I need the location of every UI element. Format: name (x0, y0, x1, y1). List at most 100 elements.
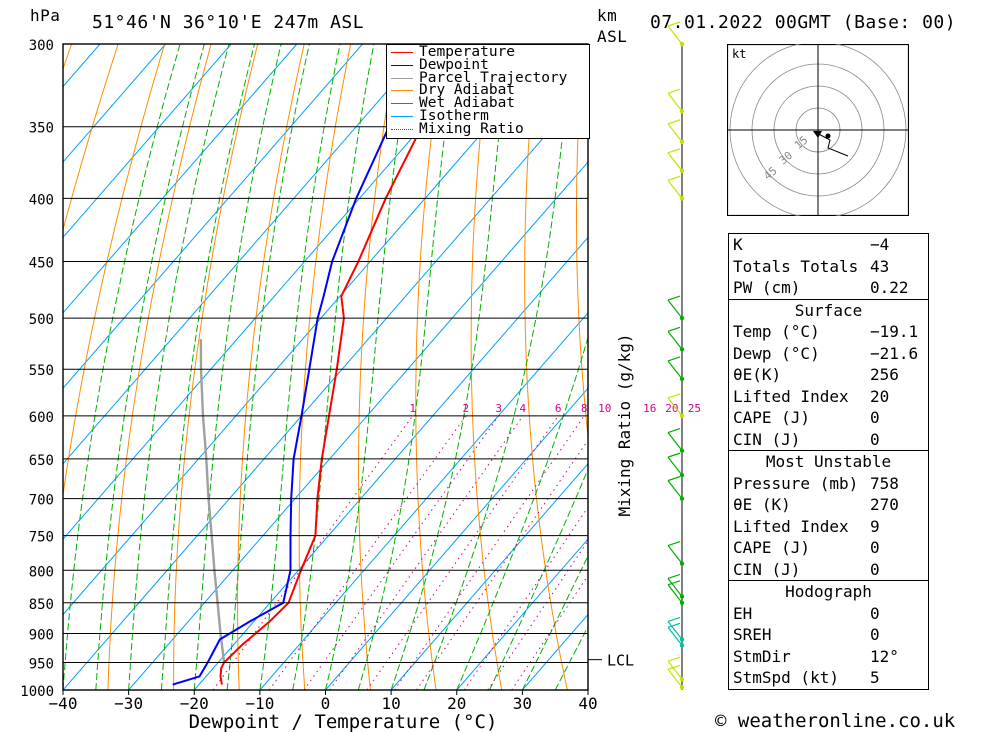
wind-barb-flag (667, 656, 681, 662)
isotherm-line (63, 44, 167, 163)
wind-barb-flag (667, 326, 681, 332)
surface-index-value: 0 (870, 408, 880, 427)
surface-index-label: Temp (°C) (733, 322, 820, 341)
hodograph-indices-section: Hodograph EH 0 SREH 0 StmDir 12° StmSpd (kt) 5 (729, 580, 928, 689)
most-unstable-index-row: CIN (J) 0 (729, 559, 928, 581)
copyright-link[interactable]: © weatheronline.co.uk (715, 710, 956, 732)
hodograph-index-value: 0 (870, 603, 880, 623)
x-tick-label: 10 (381, 694, 400, 713)
surface-index-row: CIN (J) 0 (729, 429, 928, 451)
plot-frame (62, 43, 589, 691)
wind-point (679, 196, 685, 201)
dry-adiabat-line (358, 44, 398, 690)
surface-title: Surface (794, 300, 863, 320)
x-tick-label: −10 (245, 694, 274, 713)
pressure-tick-label: 700 (29, 493, 54, 509)
hodograph-index-value: 0 (870, 625, 880, 644)
legend-label: Wet Adiabat (419, 95, 516, 112)
wind-barb (667, 432, 683, 451)
legend-label: Mixing Ratio (419, 120, 524, 137)
wind-point (679, 139, 685, 145)
wind-point (679, 496, 685, 501)
wind-barb-flag (667, 21, 681, 27)
wind-barb-flag (667, 580, 681, 586)
wind-barb (667, 92, 683, 112)
temperature-line (219, 44, 501, 685)
wind-barb (667, 299, 683, 319)
wind-point (679, 376, 685, 382)
legend-swatch (391, 77, 413, 79)
mixing-ratio-line (329, 415, 524, 690)
surface-index-row: CAPE (J) 0 (729, 407, 928, 429)
wind-point (679, 347, 685, 352)
surface-index-label: Lifted Index (733, 386, 849, 406)
location-title: 51°46'N 36°10'E 247m ASL (92, 12, 365, 33)
mixing-ratio-line (394, 415, 585, 690)
most-unstable-index-label: θE (K) (733, 495, 791, 514)
wind-point (679, 637, 685, 642)
wind-barb-flag (667, 616, 681, 622)
legend-swatch (391, 90, 413, 92)
hodograph-unit-label: kt (732, 47, 746, 61)
dry-adiabat-line (237, 44, 305, 690)
x-tick-label: 20 (447, 694, 466, 713)
pressure-tick-label: 650 (29, 453, 54, 469)
wind-barb-flag (667, 88, 681, 94)
hodograph-index-row: StmSpd (kt) 5 (729, 667, 928, 689)
pressure-tick-label: 400 (29, 192, 54, 208)
basic-index-row: Totals Totals 43 (729, 256, 928, 278)
basic-index-label: K (733, 235, 743, 254)
dry-adiabat-line (524, 44, 568, 690)
hodograph-index-label: StmDir (733, 646, 791, 666)
mixing-ratio-axis-label: Mixing Ratio (g/kg) (615, 333, 634, 516)
most-unstable-index-label: Pressure (mb) (733, 473, 859, 493)
wind-point (679, 685, 685, 690)
wind-point (679, 643, 685, 648)
most-unstable-index-value: 0 (870, 559, 880, 579)
hodograph-index-value: 12° (870, 646, 899, 666)
surface-index-row: θE(K) 256 (729, 364, 928, 386)
most-unstable-index-label: CAPE (J) (733, 538, 811, 557)
most-unstable-index-row: CAPE (J) 0 (729, 537, 928, 559)
dry-adiabat-line (63, 44, 119, 232)
wind-barb (667, 660, 683, 680)
basic-index-value: 43 (870, 256, 890, 276)
most-unstable-index-label: Lifted Index (733, 516, 849, 536)
isotherm-line (63, 44, 429, 465)
legend-swatch (391, 52, 413, 53)
wind-barb (667, 480, 683, 499)
hodograph-index-value: 5 (870, 668, 880, 687)
wind-barb-flag (667, 295, 681, 301)
mixing-ratio-line (303, 415, 500, 690)
wind-point (679, 594, 685, 599)
hodograph-indices-title: Hodograph (785, 582, 872, 601)
wind-barb-flag (667, 573, 681, 580)
basic-index-row: PW (cm) 0.22 (729, 277, 928, 299)
wind-barb-flag (667, 664, 681, 670)
pressure-tick-label: 500 (29, 312, 54, 328)
km-label: km (597, 6, 618, 25)
dry-adiabat-line (415, 44, 445, 690)
x-tick-label: −40 (49, 694, 78, 713)
wind-point (679, 676, 685, 682)
surface-index-value: 256 (870, 365, 899, 384)
wind-barb (667, 621, 683, 640)
wet-adiabat-line (325, 44, 413, 690)
surface-index-value: −21.6 (870, 343, 919, 363)
legend-label: Dewpoint (419, 56, 489, 73)
hodograph-index-label: StmSpd (kt) (733, 668, 839, 687)
legend-swatch (391, 103, 413, 105)
wind-barb-flag (667, 476, 681, 482)
wind-barb-flag (667, 622, 681, 628)
most-unstable-index-row: θE (K) 270 (729, 494, 928, 516)
pressure-tick-label: 850 (29, 597, 54, 613)
legend-swatch (391, 64, 413, 66)
pressure-tick-label: 300 (29, 38, 54, 54)
storm-motion-marker (825, 133, 831, 139)
basic-index-label: Totals Totals (733, 256, 859, 276)
isotherm-line (63, 44, 298, 314)
hodograph-index-row: SREH 0 (729, 624, 928, 646)
mixing-ratio-tick-label: 20 (665, 402, 678, 415)
mixing-ratio-tick-label: 4 (520, 402, 527, 415)
